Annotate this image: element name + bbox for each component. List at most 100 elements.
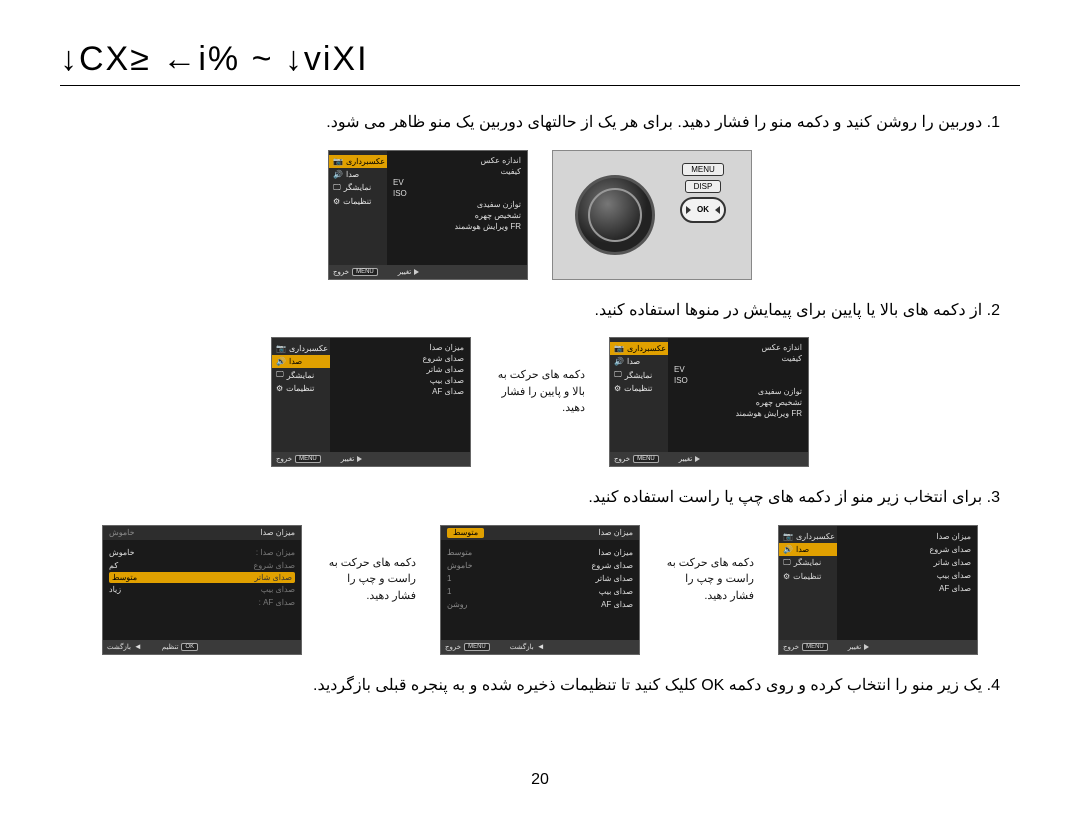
setting-label: صدای شروع: [930, 545, 971, 554]
footer-change[interactable]: تغيير: [398, 268, 419, 276]
sidebar-item-display[interactable]: نمایشگر🖵: [610, 368, 668, 382]
play-icon: [695, 456, 700, 462]
set-label: تنظیم: [162, 643, 179, 651]
sidebar-item-camera[interactable]: عکسبرداری📷: [779, 530, 837, 543]
menu-tab-sidebar: عکسبرداری📷 صدا🔊 نمایشگر🖵 تنظیمات⚙: [272, 338, 330, 452]
play-icon: [414, 269, 419, 275]
list-item: کیفیت: [393, 166, 521, 177]
ok-nav-ring[interactable]: OK: [680, 197, 726, 223]
menu-list: میزان صدا صدای شروع صدای شاتر صدای بیپ ص…: [330, 338, 470, 452]
display-icon: 🖵: [333, 183, 341, 193]
nav-right-icon: [686, 206, 691, 214]
sound-values-panel: میزان صدا متوسط میزان صدامتوسط صدای شروع…: [440, 525, 640, 655]
sidebar-item-label: تنظیمات: [286, 384, 314, 393]
exit-label: خروج: [783, 643, 799, 651]
sidebar-item-label: صدا: [289, 357, 302, 366]
setting-label: صدای شاتر: [934, 558, 971, 567]
list-item: کیفیت: [674, 353, 802, 364]
back-label: بازگشت: [107, 643, 131, 651]
change-label: تغيير: [398, 268, 411, 276]
sidebar-item-display[interactable]: نمایشگر 🖵: [329, 181, 387, 195]
sidebar-item-label: عکسبرداری: [346, 157, 385, 166]
footer-exit[interactable]: MENUخروج: [276, 455, 321, 463]
sidebar-item-sound[interactable]: صدا🔊: [610, 355, 668, 368]
gear-icon: ⚙: [783, 572, 790, 581]
value-row: صدای شروعخاموش: [447, 559, 633, 572]
menu-list: اندازه عکس کیفیت EV ISO توازن سفیدی تشخی…: [668, 338, 808, 452]
footer-change[interactable]: تغيير: [848, 643, 869, 651]
list-item: اندازه عکس: [674, 342, 802, 353]
sidebar-item-label: عکسبرداری: [627, 344, 666, 353]
exit-label: خروج: [614, 455, 630, 463]
footer-back[interactable]: ◄بازگشت: [510, 642, 545, 651]
footer-exit[interactable]: MENUخروج: [783, 643, 828, 651]
play-icon: [357, 456, 362, 462]
back-label: بازگشت: [510, 643, 534, 651]
option-row[interactable]: صدای AF :: [109, 596, 295, 609]
screen-footer: MENUخروج تغيير: [272, 452, 470, 466]
gear-icon: ⚙: [614, 384, 621, 393]
sidebar-item-settings[interactable]: تنظیمات ⚙: [329, 195, 387, 208]
option-label: کم: [109, 561, 118, 570]
footer-exit[interactable]: MENUخروج: [333, 268, 378, 276]
list-item: توازن سفیدی: [393, 199, 521, 210]
footer-exit[interactable]: MENUخروج: [445, 643, 490, 651]
sidebar-item-label: صدا: [346, 170, 359, 179]
step-3-text: 3. برای انتخاب زیر منو از دکمه های چپ یا…: [80, 485, 1000, 511]
footer-set[interactable]: OKتنظیم: [162, 643, 198, 651]
sidebar-item-camera[interactable]: عکسبرداری 📷: [329, 155, 387, 168]
header-active-value: متوسط: [447, 528, 484, 538]
menu-list: اندازه عکس کیفیت EV ISO توازن سفیدی تشخی…: [387, 151, 527, 265]
screen-footer: MENUخروج تغيير: [610, 452, 808, 466]
step3-figures: میزان صدا صدای شروع صدای شاتر صدای بیپ ص…: [60, 525, 1020, 655]
menu-button[interactable]: MENU: [682, 163, 724, 176]
list-item: اندازه عکس: [393, 155, 521, 166]
footer-exit[interactable]: MENUخروج: [614, 455, 659, 463]
value-label: صدای بیپ: [599, 587, 633, 596]
menu-tab-sidebar: عکسبرداری📷 صدا🔊 نمایشگر🖵 تنظیمات⚙: [779, 526, 837, 640]
sidebar-item-sound[interactable]: صدا🔊: [272, 355, 330, 368]
option-row[interactable]: صدای شروعکم: [109, 559, 295, 572]
step1-figures: MENU DISP OK اندازه عکس کیفیت EV ISO توا…: [60, 150, 1020, 280]
speaker-icon: 🔊: [614, 357, 624, 366]
setting-label: صدای بیپ: [937, 571, 971, 580]
step-1-text: 1. دوربین را روشن کنید و دکمه منو را فشا…: [80, 110, 1000, 136]
right-label: میزان صدا :: [256, 548, 295, 557]
sidebar-item-camera[interactable]: عکسبرداری📷: [272, 342, 330, 355]
footer-change[interactable]: تغيير: [679, 455, 700, 463]
sidebar-item-label: صدا: [627, 357, 640, 366]
menu-badge: MENU: [295, 455, 321, 463]
sidebar-item-settings[interactable]: تنظیمات⚙: [272, 382, 330, 395]
footer-change[interactable]: تغيير: [341, 455, 362, 463]
list-item: صدای شروع: [336, 353, 464, 364]
value-row: صدای AFروشن: [447, 598, 633, 611]
sidebar-item-display[interactable]: نمایشگر🖵: [779, 556, 837, 570]
option-row[interactable]: صدای بیپزیاد: [109, 583, 295, 596]
option-row-active[interactable]: صدای شاترمتوسط: [109, 572, 295, 583]
menu-screen-camera: اندازه عکس کیفیت EV ISO توازن سفیدی تشخی…: [328, 150, 528, 280]
sidebar-item-camera[interactable]: عکسبرداری📷: [610, 342, 668, 355]
sidebar-item-label: صدا: [796, 545, 809, 554]
right-label: صدای بیپ: [261, 585, 295, 594]
sidebar-item-settings[interactable]: تنظیمات⚙: [779, 570, 837, 583]
sound-settings-list: میزان صدا صدای شروع صدای شاتر صدای بیپ ص…: [837, 526, 977, 640]
gear-icon: ⚙: [276, 384, 283, 393]
sound-panel-body: میزان صدامتوسط صدای شروعخاموش صدای شاتر1…: [441, 540, 639, 640]
footer-back[interactable]: ◄بازگشت: [107, 642, 142, 651]
display-icon: 🖵: [783, 558, 791, 568]
camera-icon: 📷: [276, 344, 286, 353]
value-label: صدای AF: [601, 600, 633, 609]
list-item: EV: [674, 364, 802, 375]
disp-button[interactable]: DISP: [685, 180, 722, 193]
option-row[interactable]: میزان صدا :خاموش: [109, 546, 295, 559]
display-icon: 🖵: [276, 370, 284, 380]
sidebar-item-display[interactable]: نمایشگر🖵: [272, 368, 330, 382]
sidebar-item-settings[interactable]: تنظیمات⚙: [610, 382, 668, 395]
speaker-icon: 🔊: [333, 170, 343, 179]
option-label: متوسط: [112, 573, 137, 582]
sidebar-item-sound[interactable]: صدا🔊: [779, 543, 837, 556]
nav-left-icon: [715, 206, 720, 214]
camera-body-illustration: MENU DISP OK: [552, 150, 752, 280]
list-item: FR ویرایش هوشمند: [393, 221, 521, 232]
sidebar-item-sound[interactable]: صدا 🔊: [329, 168, 387, 181]
